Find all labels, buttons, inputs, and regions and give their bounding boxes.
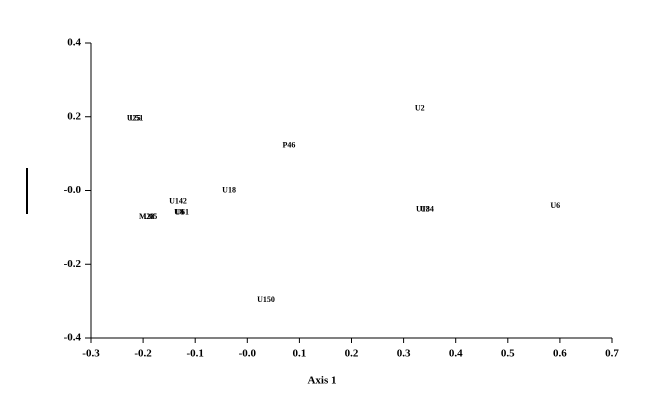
x-tick-label: 0.1 — [293, 348, 307, 360]
x-tick-label: 0.6 — [553, 348, 567, 360]
point-label: U18 — [222, 185, 236, 194]
x-tick-label: -0.3 — [82, 348, 100, 360]
x-tick-label: 0.2 — [345, 348, 359, 360]
point-label: U25 — [127, 113, 141, 122]
point-label: U6 — [550, 201, 560, 210]
point-label: M28 — [139, 212, 155, 221]
y-tick-label: 0.4 — [67, 37, 81, 49]
x-tick-label: 0.7 — [605, 348, 619, 360]
point-label: U84 — [420, 205, 434, 214]
point-label: U8 — [174, 207, 184, 216]
x-tick-label: 0.4 — [449, 348, 463, 360]
y-tick-label: 0.2 — [67, 110, 81, 122]
x-tick-label: -0.1 — [186, 348, 203, 360]
y-tick-label: -0.2 — [64, 258, 82, 270]
x-axis-label: Axis 1 — [307, 375, 336, 387]
y-tick-label: -0.4 — [64, 332, 82, 344]
point-label: U51 — [129, 113, 143, 122]
x-tick-label: 0.5 — [501, 348, 515, 360]
point-label: U13 — [416, 205, 430, 214]
x-tick-label: 0.3 — [397, 348, 411, 360]
x-tick-label: -0.2 — [134, 348, 152, 360]
x-tick-label: -0.0 — [239, 348, 257, 360]
point-label: U150 — [257, 295, 275, 304]
point-label: U61 — [175, 207, 189, 216]
y-tick-label: -0.0 — [64, 184, 82, 196]
point-label: U05 — [144, 212, 158, 221]
point-label: U142 — [169, 196, 187, 205]
point-label: U2 — [415, 103, 425, 112]
point-label: P46 — [283, 140, 296, 149]
